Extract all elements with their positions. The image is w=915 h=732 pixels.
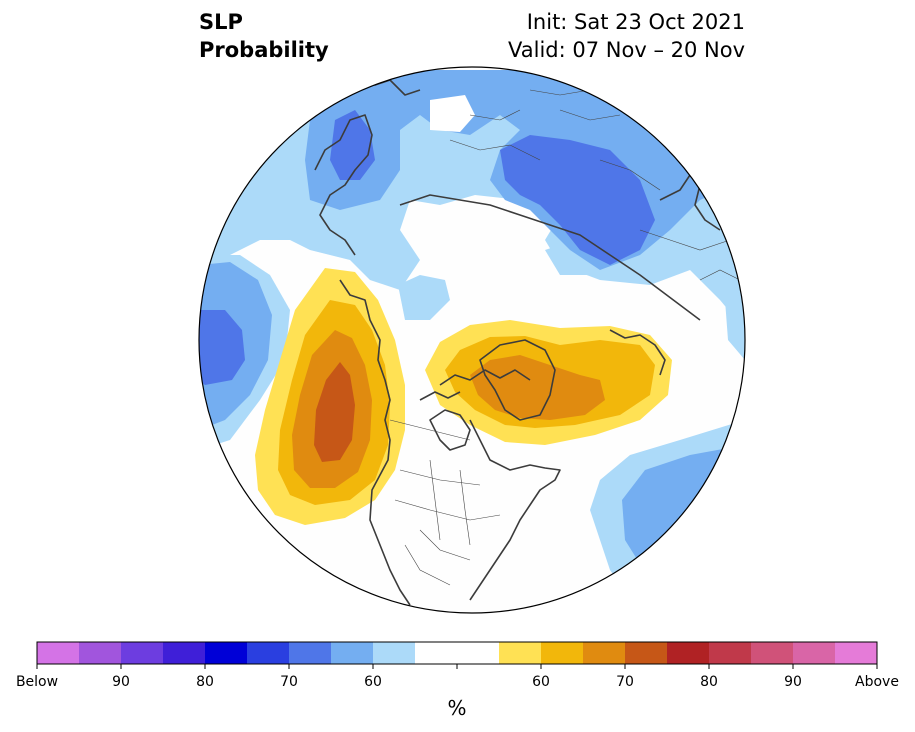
colorbar-ticks <box>36 664 878 669</box>
colorbar-cell <box>457 642 500 664</box>
coast-europe-scandinavia <box>314 114 373 256</box>
colorbar-label-above-70: 70 <box>616 674 634 690</box>
valid-range: Valid: 07 Nov – 20 Nov <box>508 38 745 62</box>
colorbar-cell <box>121 642 164 664</box>
globe-boundary <box>198 66 746 614</box>
polar-map <box>198 66 746 614</box>
above-65-70-greenland <box>470 355 605 420</box>
coast-greenland <box>479 339 556 421</box>
colorbar-cell <box>667 642 710 664</box>
colorbar-unit: % <box>447 696 467 720</box>
colorbar-cells <box>37 642 878 664</box>
above-70-75-pacific <box>314 362 355 462</box>
borders-asia <box>449 89 741 281</box>
coast-arctic-islands <box>419 369 531 401</box>
title-type: Probability <box>199 38 329 62</box>
colorbar-cell <box>709 642 752 664</box>
below-55-60-edge-right <box>725 295 745 360</box>
below-65-70-west-atlantic <box>199 310 245 385</box>
colorbar-cell <box>415 642 458 664</box>
colorbar-label-below-90: 90 <box>112 674 130 690</box>
coast-alaska <box>609 329 666 376</box>
above-normal-regions <box>255 268 672 525</box>
colorbar-cell <box>247 642 290 664</box>
colorbar-label-above: Above <box>855 674 899 690</box>
globe-content <box>199 67 745 613</box>
colorbar-label-below: Below <box>15 674 59 690</box>
colorbar-label-above-90: 90 <box>784 674 802 690</box>
colorbar-cell <box>625 642 668 664</box>
borders-north-america <box>389 419 501 586</box>
title-variable: SLP <box>199 10 243 34</box>
colorbar-cell <box>79 642 122 664</box>
colorbar-cell <box>37 642 80 664</box>
colorbar-cell <box>835 642 878 664</box>
colorbar-label-below-80: 80 <box>196 674 214 690</box>
title-right: Init: Sat 23 Oct 2021 Valid: 07 Nov – 20… <box>508 8 745 64</box>
colorbar-label-below-70: 70 <box>280 674 298 690</box>
colorbar-label-below-60: 60 <box>364 674 382 690</box>
coast-asia-arctic <box>399 194 701 321</box>
colorbar-cell <box>751 642 794 664</box>
below-60-65-north-hole <box>430 95 475 132</box>
below-65-70-scandinavia <box>330 110 375 180</box>
below-65-70-siberia <box>500 135 655 265</box>
colorbar-cell <box>793 642 836 664</box>
coast-hudson-bay <box>429 409 471 451</box>
colorbar-cell <box>373 642 416 664</box>
colorbar <box>36 641 878 669</box>
colorbar-cell <box>163 642 206 664</box>
colorbar-cell <box>499 642 542 664</box>
coast-north-america-east <box>469 419 561 601</box>
colorbar-label-above-80: 80 <box>700 674 718 690</box>
below-55-60-hudson <box>398 275 450 320</box>
colorbar-label-above-60: 60 <box>532 674 550 690</box>
title-left: SLP Probability <box>199 8 329 64</box>
colorbar-cell <box>583 642 626 664</box>
colorbar-cell <box>541 642 584 664</box>
colorbar-cell <box>331 642 374 664</box>
coast-north-america-west <box>339 279 411 606</box>
init-date: Init: Sat 23 Oct 2021 <box>526 10 745 34</box>
colorbar-cell <box>205 642 248 664</box>
colorbar-cell <box>289 642 332 664</box>
